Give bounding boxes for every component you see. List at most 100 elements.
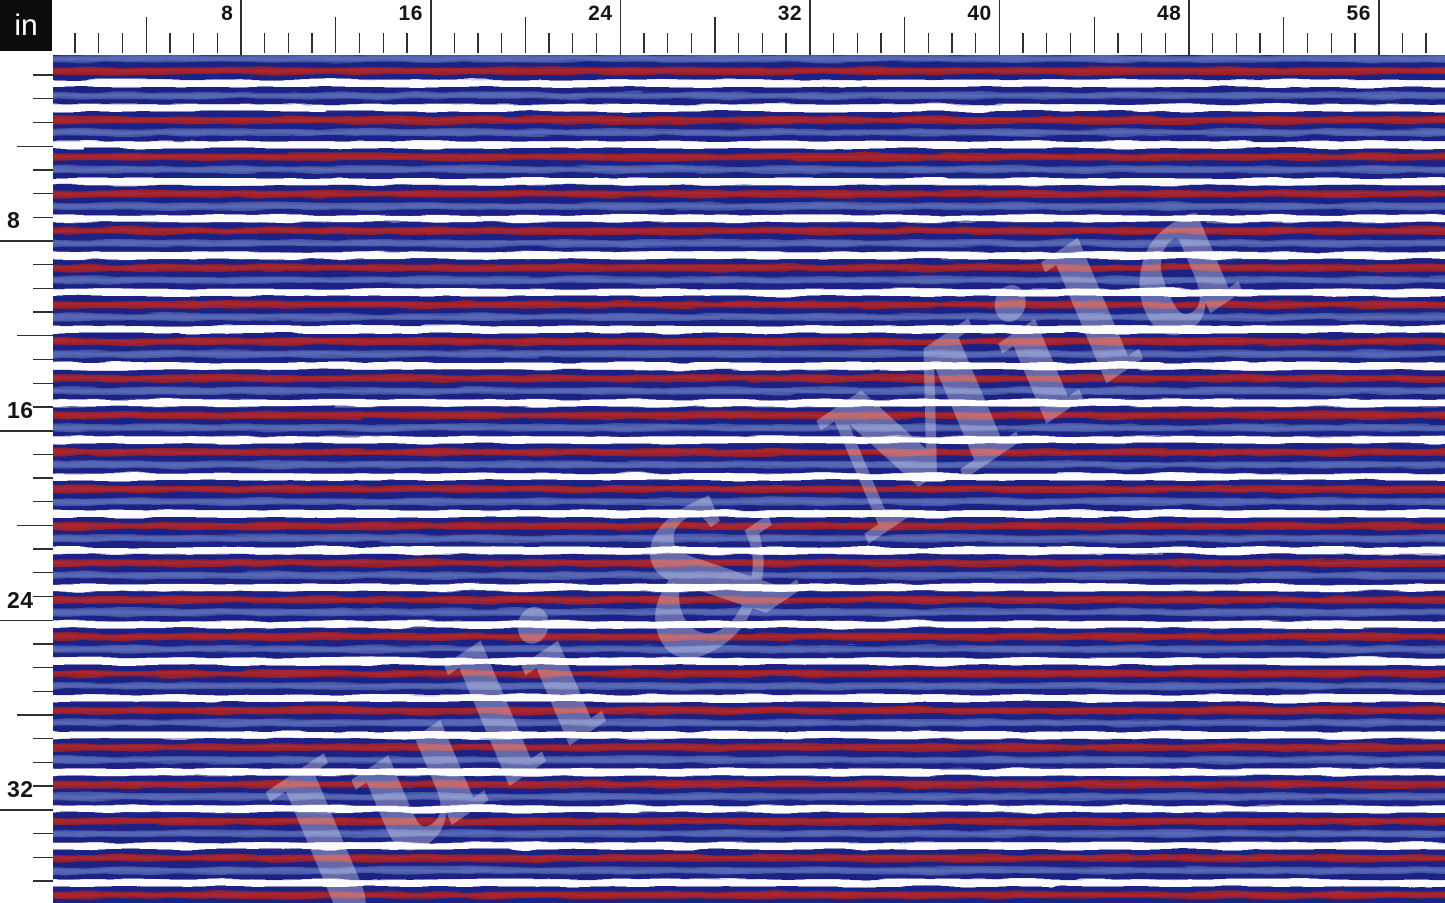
stripe-white <box>53 805 1445 813</box>
stripe-red <box>53 891 1445 899</box>
ruler-tick-v <box>33 121 53 124</box>
ruler-tick-v <box>33 572 53 574</box>
ruler-tick-v <box>33 216 53 218</box>
stripe-red <box>53 633 1445 641</box>
stripe-blue <box>53 128 1445 137</box>
stripe-blue <box>53 682 1445 690</box>
ruler-tick-h <box>548 33 550 53</box>
stripe-red <box>53 448 1445 456</box>
stripe-navy <box>53 394 1445 400</box>
ruler-tick-v <box>33 785 53 787</box>
stripe-navy <box>53 111 1445 117</box>
ruler-tick-h <box>311 33 313 53</box>
ruler-tick-h <box>975 33 977 53</box>
stripe-red <box>53 190 1445 198</box>
ruler-tick-v <box>33 595 53 598</box>
stripe-red <box>53 301 1445 309</box>
unit-label: in <box>14 8 38 42</box>
stripe-red <box>53 743 1445 752</box>
stripe-white <box>53 473 1445 481</box>
stripe-blue <box>53 793 1445 801</box>
ruler-tick-h <box>429 0 432 55</box>
ruler-tick-v <box>33 169 53 171</box>
ruler-tick-v <box>33 264 53 266</box>
stripe-navy <box>53 812 1445 818</box>
stripe-navy <box>53 517 1445 523</box>
stripe-blue <box>53 55 1445 63</box>
ruler-tick-h <box>1164 33 1166 53</box>
ruler-label-v: 8 <box>7 207 21 234</box>
stripe-navy <box>53 861 1445 867</box>
ruler-tick-h <box>619 0 622 55</box>
stripe-navy <box>53 222 1445 228</box>
stripe-navy <box>53 345 1445 351</box>
stripe-blue <box>53 866 1445 875</box>
ruler-tick-v <box>33 311 53 313</box>
ruler-tick-h <box>1283 17 1285 53</box>
ruler-tick-h <box>501 33 503 53</box>
stripe-navy <box>53 320 1445 326</box>
stripe-navy <box>53 566 1445 572</box>
stripe-navy <box>53 74 1445 80</box>
ruler-tick-h <box>1401 33 1403 53</box>
horizontal-ruler: 8 16 24 32 40 48 56 <box>0 0 1445 55</box>
stripe-navy <box>53 615 1445 621</box>
stripe-red <box>53 817 1445 825</box>
stripe-red <box>53 854 1445 862</box>
vertical-ruler: 8 16 24 32 <box>0 0 53 903</box>
ruler-tick-v <box>17 714 53 716</box>
stripe-white <box>53 842 1445 850</box>
stripe-blue <box>53 165 1445 174</box>
stripe-blue <box>53 534 1445 543</box>
stripe-navy <box>53 419 1445 424</box>
ruler-label-h: 16 <box>398 2 423 25</box>
ruler-label-v: 24 <box>7 586 34 613</box>
ruler-tick-h <box>358 33 361 53</box>
stripe-navy <box>53 628 1445 634</box>
stripe-white <box>53 251 1445 260</box>
stripe-white <box>53 510 1445 518</box>
ruler-tick-v <box>17 524 53 527</box>
stripe-white <box>53 620 1445 629</box>
stripe-navy <box>53 62 1445 68</box>
ruler-tick-h <box>1306 33 1309 53</box>
stripe-navy <box>53 431 1445 437</box>
ruler-tick-v <box>33 192 53 195</box>
stripe-blue <box>53 571 1445 579</box>
stripe-red <box>53 67 1445 75</box>
stripe-navy <box>53 468 1445 474</box>
ruler-tick-h <box>998 0 1001 55</box>
stripe-white <box>53 436 1445 444</box>
ruler-tick-h <box>453 33 455 53</box>
ruler-tick-v <box>33 477 53 479</box>
ruler-tick-h <box>264 33 266 53</box>
stripe-white <box>53 399 1445 407</box>
ruler-tick-h <box>192 33 195 53</box>
stripe-red <box>53 411 1445 420</box>
stripe-blue <box>53 350 1445 358</box>
ruler-tick-h <box>406 33 408 53</box>
ruler-tick-v <box>33 832 53 835</box>
ruler-tick-h <box>1188 0 1191 55</box>
ruler-label-v: 16 <box>7 396 34 423</box>
stripe-navy <box>53 246 1445 252</box>
ruler-tick-v <box>33 856 53 858</box>
ruler-tick-h <box>880 33 882 53</box>
ruler-tick-v <box>0 429 53 432</box>
stripe-navy <box>53 197 1445 203</box>
ruler-tick-h <box>1093 17 1095 53</box>
ruler-tick-v <box>33 643 53 645</box>
stripe-navy <box>53 357 1445 363</box>
stripe-navy <box>53 308 1445 314</box>
stripe-navy <box>53 271 1445 277</box>
stripe-navy <box>53 603 1445 609</box>
stripe-navy <box>53 123 1445 129</box>
stripe-blue <box>53 239 1445 247</box>
stripe-navy <box>53 505 1445 511</box>
stripe-white <box>53 583 1445 592</box>
stripe-navy <box>53 689 1445 695</box>
stripe-white <box>53 657 1445 666</box>
ruler-tick-h <box>1235 33 1238 53</box>
stripe-navy <box>53 406 1445 412</box>
stripe-navy <box>53 333 1445 338</box>
